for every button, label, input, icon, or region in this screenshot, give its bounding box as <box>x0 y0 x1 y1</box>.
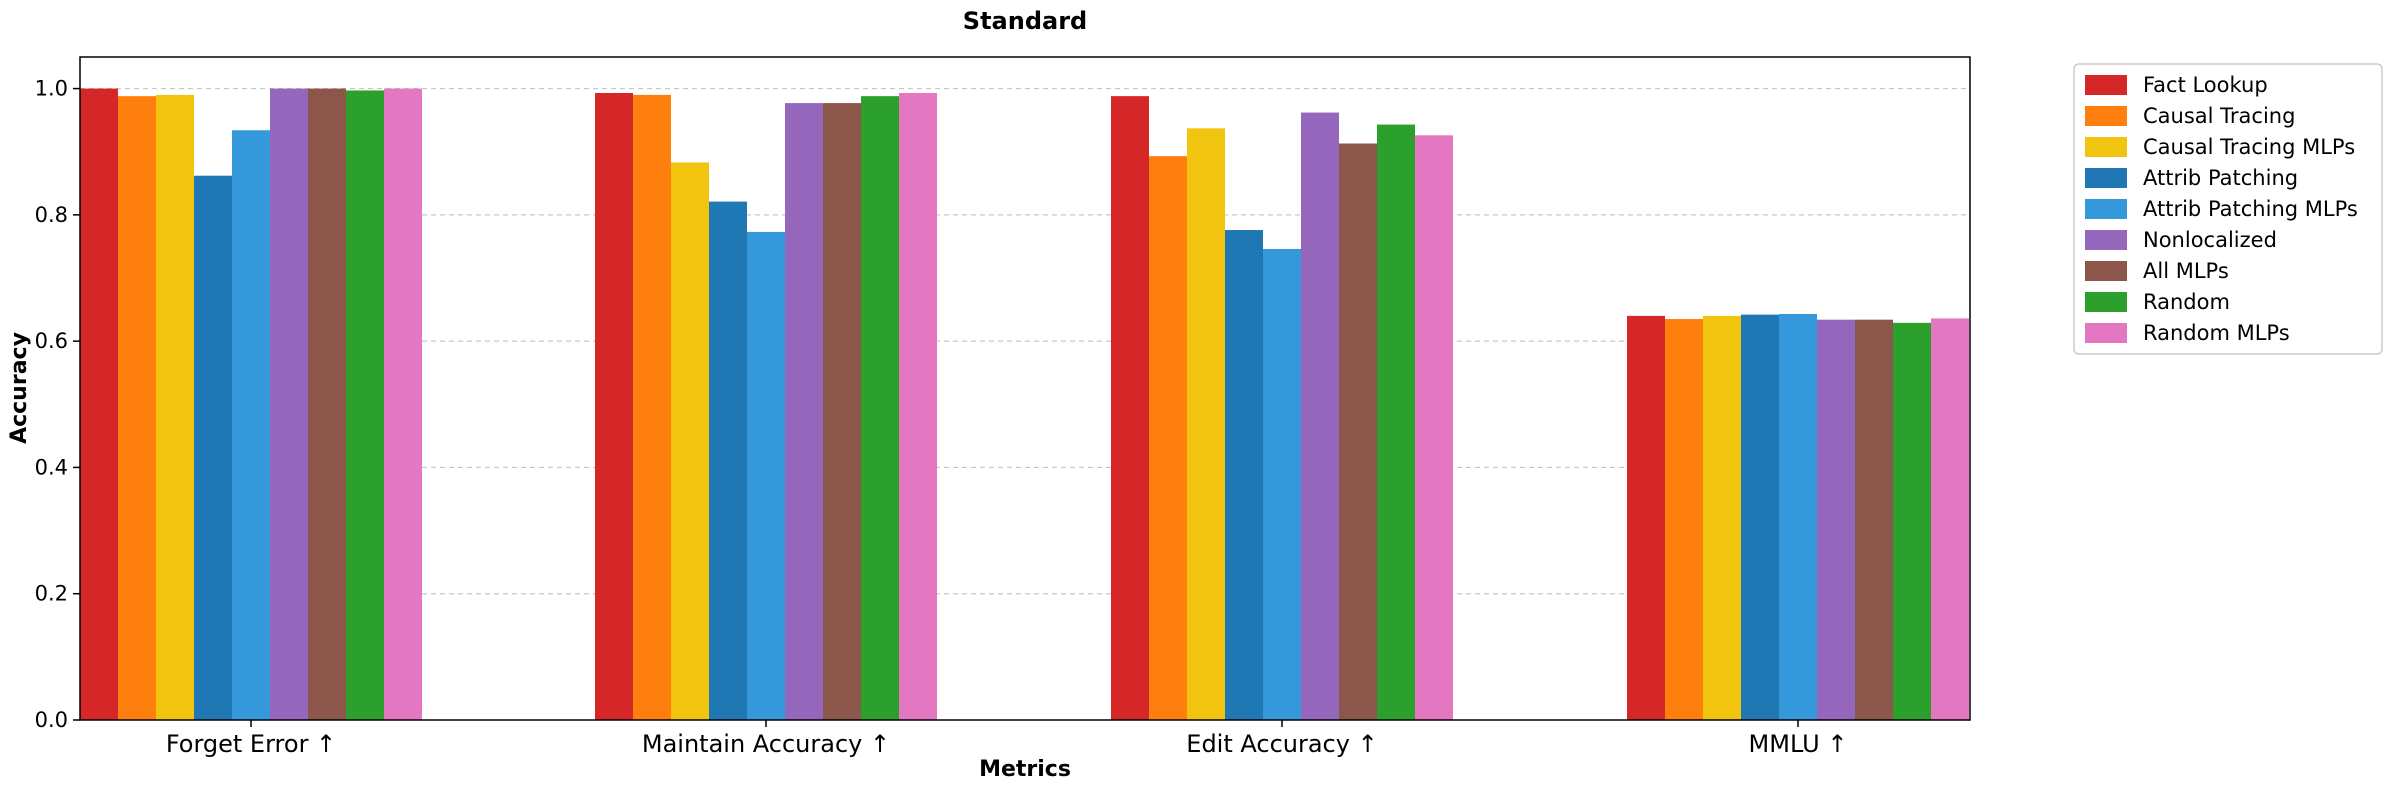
bar <box>1817 319 1855 720</box>
bar <box>1225 230 1263 721</box>
x-tick-label: Maintain Accuracy ↑ <box>642 730 890 758</box>
bar <box>709 201 747 720</box>
legend-frame <box>2073 63 2383 355</box>
bar <box>1627 315 1665 720</box>
legend-swatch <box>2085 292 2127 312</box>
bar <box>80 88 118 721</box>
y-axis-label: Accuracy <box>7 332 32 444</box>
bar <box>346 90 384 721</box>
bar <box>156 94 194 720</box>
legend-swatch <box>2085 106 2127 126</box>
bar <box>1187 128 1225 720</box>
bar <box>747 231 785 721</box>
bar <box>633 94 671 720</box>
bar <box>1301 112 1339 720</box>
legend-label: Fact Lookup <box>2143 73 2268 97</box>
bar <box>899 92 937 720</box>
bar <box>823 103 861 720</box>
bar <box>1931 318 1969 720</box>
bar <box>1893 322 1931 720</box>
legend-label: Causal Tracing MLPs <box>2143 135 2355 159</box>
bar <box>232 130 270 720</box>
bar <box>1855 319 1893 720</box>
bar <box>595 92 633 720</box>
bar <box>1741 314 1779 720</box>
legend-label: Random <box>2143 290 2230 314</box>
legend-label: Causal Tracing <box>2143 104 2295 128</box>
bar <box>308 88 346 721</box>
legend-label: All MLPs <box>2143 259 2229 283</box>
bar <box>1339 143 1377 720</box>
legend-label: Attrib Patching <box>2143 166 2298 190</box>
y-tick-label: 0.2 <box>35 582 68 606</box>
bar <box>1263 248 1301 720</box>
legend-swatch <box>2085 75 2127 95</box>
legend-label: Random MLPs <box>2143 321 2290 345</box>
y-tick-label: 1.0 <box>35 77 68 101</box>
bars-group <box>80 88 1969 721</box>
y-tick-label: 0.8 <box>35 203 68 227</box>
bar <box>1149 156 1187 721</box>
legend-label: Attrib Patching MLPs <box>2143 197 2358 221</box>
y-tick-label: 0.6 <box>35 329 68 353</box>
bar <box>785 103 823 720</box>
bar <box>194 175 232 721</box>
x-tick-label: Forget Error ↑ <box>166 730 336 758</box>
legend-swatch <box>2085 323 2127 343</box>
bar <box>671 162 709 720</box>
legend-items: Fact Lookup Causal Tracing Causal Tracing … <box>2085 73 2358 345</box>
bar <box>118 96 156 721</box>
bar <box>861 96 899 721</box>
plot-frame <box>79 56 1971 721</box>
bar <box>1779 313 1817 720</box>
legend-swatch <box>2085 261 2127 281</box>
legend-swatch <box>2085 168 2127 188</box>
x-tick-label: Edit Accuracy ↑ <box>1186 730 1377 758</box>
legend-swatch <box>2085 137 2127 157</box>
x-tick-label: MMLU ↑ <box>1749 730 1848 758</box>
bar <box>384 88 422 721</box>
bar <box>1665 319 1703 720</box>
legend-swatch <box>2085 199 2127 219</box>
chart-title: Standard <box>963 7 1087 35</box>
bar <box>1377 124 1415 720</box>
bar <box>270 88 308 721</box>
x-axis-label: Metrics <box>979 757 1071 782</box>
x-axis-ticks: Forget Error ↑ Maintain Accuracy ↑ Edit Ac… <box>166 720 1848 758</box>
y-tick-label: 0.4 <box>35 455 68 479</box>
bar <box>1111 96 1149 721</box>
y-axis-ticks: 0.0 0.2 0.4 0.6 0.8 1.0 <box>35 77 80 732</box>
bar <box>1703 315 1741 720</box>
y-tick-label: 0.0 <box>35 708 68 732</box>
legend-swatch <box>2085 230 2127 250</box>
bar <box>1415 135 1453 721</box>
legend-label: Nonlocalized <box>2143 228 2277 252</box>
legend: Fact Lookup Causal Tracing Causal Tracing … <box>2073 63 2383 355</box>
